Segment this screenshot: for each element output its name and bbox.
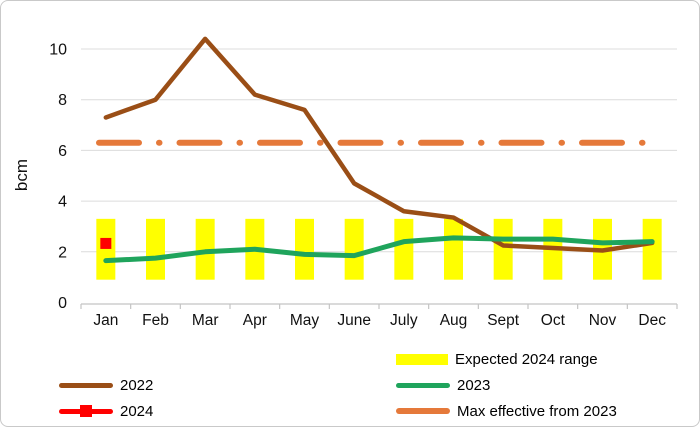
legend-item-max-effective: Max effective from 2023	[396, 401, 617, 421]
x-tick-label-feb: Feb	[142, 312, 169, 329]
legend-item-2022: 2022	[59, 375, 153, 395]
expected-range-bar-feb	[146, 218, 165, 280]
y-tick-label-6: 6	[58, 143, 67, 160]
x-tick-label-aug: Aug	[440, 312, 468, 329]
x-tick-label-dec: Dec	[638, 312, 666, 329]
x-tick-label-jan: Jan	[93, 312, 118, 329]
legend-label-2023: 2023	[457, 376, 491, 394]
expected-range-bar-sept	[493, 218, 513, 280]
series-2024-swatch	[59, 405, 113, 417]
series-2023-line	[103, 235, 655, 264]
y-tick-label-10: 10	[49, 42, 67, 59]
x-tick-label-sept: Sept	[487, 312, 520, 329]
x-tick-label-may: May	[290, 312, 320, 329]
expected-range-bar-june	[344, 218, 364, 280]
x-tick-label-mar: Mar	[192, 312, 219, 329]
expected-2024-range-swatch	[396, 353, 448, 365]
max-effective-swatch	[396, 408, 450, 414]
series-2022-line	[103, 36, 655, 253]
series-2023-swatch	[396, 382, 450, 388]
expected-range-bar-mar	[195, 218, 215, 280]
y-tick-label-0: 0	[58, 295, 67, 312]
series-2022-swatch	[59, 382, 113, 388]
legend-label-2024: 2024	[120, 402, 154, 420]
legend-item-2024: 2024	[59, 401, 153, 421]
legend-item-2023: 2023	[396, 375, 490, 395]
expected-range-bar-may	[295, 218, 314, 280]
expected-range-bar-aug	[444, 218, 463, 280]
y-tick-label-2: 2	[58, 244, 67, 261]
legend-label-max-effective: Max effective from 2023	[457, 402, 617, 420]
legend-item-expected-2024-range: Expected 2024 range	[396, 349, 598, 369]
y-tick-label-4: 4	[58, 194, 67, 211]
expected-range-bar-july	[394, 218, 414, 280]
square-marker-icon	[80, 405, 92, 417]
expected-range-bar-dec	[642, 218, 662, 280]
x-tick-label-july: July	[390, 312, 418, 329]
legend-label-expected-2024-range: Expected 2024 range	[455, 350, 598, 368]
series-2024-marker-jan	[100, 237, 112, 249]
x-tick-label-june: June	[337, 312, 371, 329]
x-tick-label-oct: Oct	[541, 312, 566, 329]
x-tick-label-nov: Nov	[589, 312, 617, 329]
x-tick-label-apr: Apr	[243, 312, 267, 329]
y-axis-title: bcm	[12, 159, 31, 191]
legend-label-2022: 2022	[120, 376, 154, 394]
expected-range-bar-jan	[96, 218, 116, 280]
y-tick-label-8: 8	[58, 92, 67, 109]
